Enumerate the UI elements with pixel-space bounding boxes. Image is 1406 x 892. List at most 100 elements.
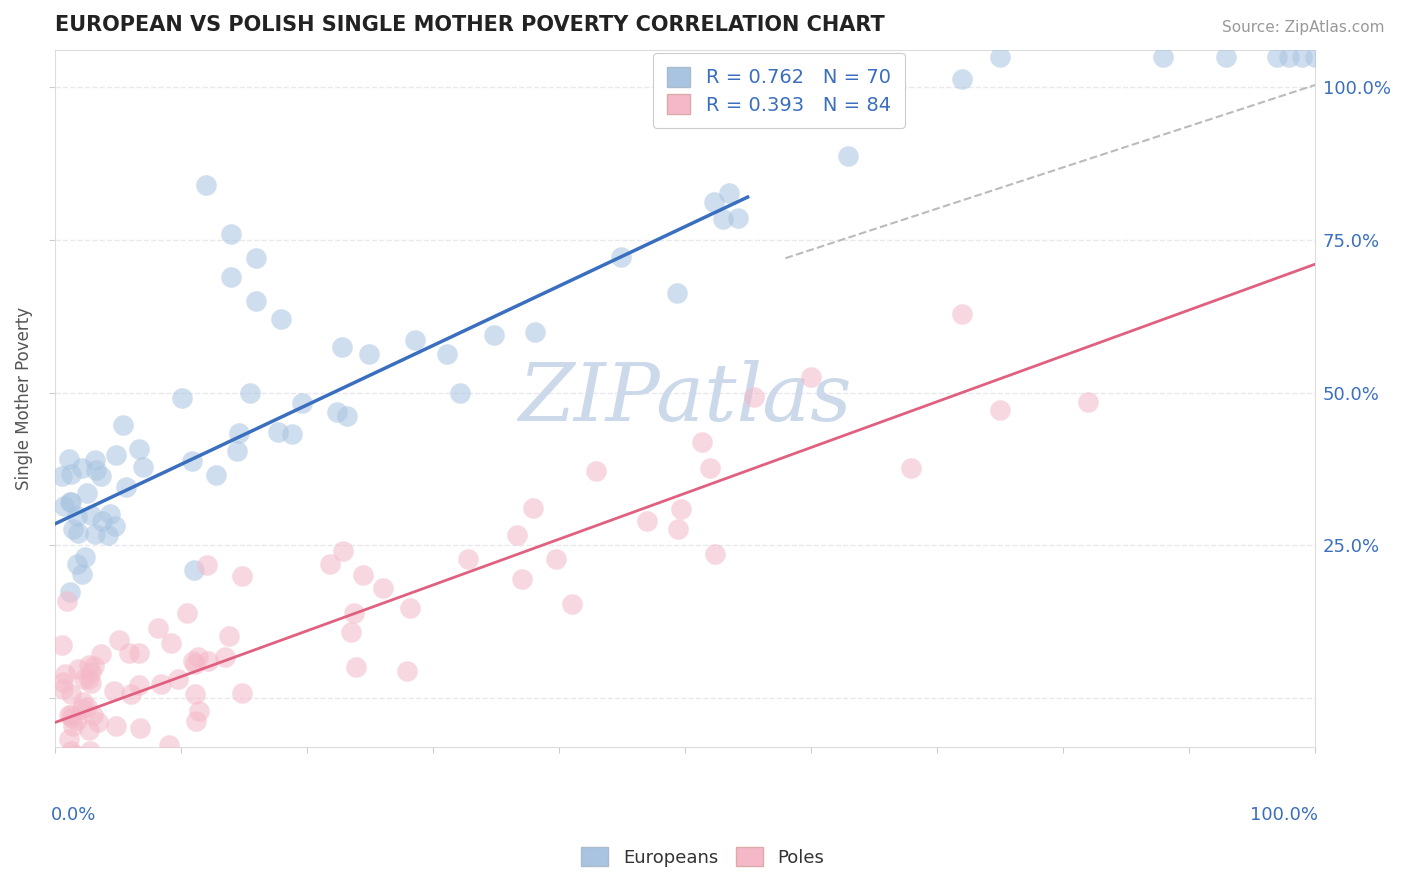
Point (128, 678, 150, 692)
Point (51, 469, 73, 483)
Point (187, 650, 209, 665)
Point (950, 307, 973, 321)
Point (97, 527, 120, 541)
Point (120, 687, 142, 701)
Point (77, 672, 100, 686)
Point (1152, 49, 1174, 63)
Text: 0.0%: 0.0% (51, 806, 96, 824)
Text: ZIPatlas: ZIPatlas (517, 360, 852, 437)
Text: EUROPEAN VS POLISH SINGLE MOTHER POVERTY CORRELATION CHART: EUROPEAN VS POLISH SINGLE MOTHER POVERTY… (55, 15, 884, 35)
Point (83, 659, 105, 673)
Point (506, 528, 529, 542)
Point (988, 403, 1011, 417)
Point (669, 502, 692, 516)
Point (291, 396, 314, 410)
Point (544, 552, 567, 566)
Point (184, 657, 207, 671)
Point (90, 647, 112, 661)
Point (77, 723, 100, 737)
Point (184, 687, 207, 701)
Point (66, 509, 89, 524)
Point (326, 405, 349, 419)
Point (1265, 49, 1288, 63)
Point (105, 719, 128, 733)
Point (197, 654, 219, 668)
Point (129, 721, 152, 735)
Point (183, 563, 205, 577)
Point (128, 646, 150, 660)
Point (352, 568, 374, 582)
Point (1278, 49, 1301, 63)
Point (900, 460, 922, 475)
Point (636, 514, 658, 528)
Point (60, 495, 83, 509)
Point (167, 673, 190, 687)
Point (319, 557, 342, 571)
Point (72, 701, 94, 715)
Point (98, 508, 121, 522)
Point (219, 269, 242, 284)
Point (56, 594, 79, 608)
Legend: R = 0.762   N = 70, R = 0.393   N = 84: R = 0.762 N = 70, R = 0.393 N = 84 (654, 54, 904, 128)
Point (83, 453, 105, 467)
Text: Source: ZipAtlas.com: Source: ZipAtlas.com (1222, 20, 1385, 35)
Point (195, 558, 218, 572)
Point (449, 386, 471, 401)
Point (149, 676, 172, 690)
Point (344, 660, 367, 674)
Point (84, 463, 107, 477)
Point (72, 695, 94, 709)
Point (79, 508, 101, 522)
Point (267, 425, 290, 440)
Point (711, 211, 734, 226)
Point (128, 442, 150, 456)
Point (218, 629, 240, 643)
Point (67, 526, 90, 541)
Point (214, 650, 236, 665)
Point (610, 250, 633, 264)
Point (66, 558, 89, 572)
Point (80, 665, 103, 679)
Point (59, 744, 82, 758)
Point (184, 714, 207, 728)
Point (148, 621, 170, 635)
Point (343, 606, 366, 620)
Point (988, 49, 1011, 63)
Point (395, 664, 418, 678)
Point (340, 625, 363, 640)
Point (245, 251, 267, 265)
Point (228, 425, 250, 440)
Point (665, 286, 688, 301)
Point (666, 522, 689, 536)
Point (1291, 49, 1313, 63)
Point (103, 684, 125, 698)
Point (231, 568, 253, 582)
Point (58, 452, 80, 467)
Y-axis label: Single Mother Poverty: Single Mother Poverty (15, 307, 32, 491)
Point (80, 675, 103, 690)
Point (742, 390, 765, 404)
Point (205, 468, 228, 483)
Point (703, 547, 725, 561)
Point (231, 685, 253, 699)
Point (86, 714, 108, 729)
Point (703, 194, 725, 209)
Point (114, 480, 136, 494)
Point (226, 443, 249, 458)
Point (58, 708, 80, 723)
Point (219, 227, 242, 241)
Point (950, 71, 973, 86)
Point (79, 657, 101, 672)
Point (245, 293, 267, 308)
Point (131, 460, 153, 475)
Point (194, 178, 217, 192)
Point (239, 385, 262, 400)
Point (59, 495, 82, 509)
Point (727, 211, 749, 226)
Point (157, 739, 180, 753)
Point (699, 461, 721, 475)
Point (82, 707, 104, 722)
Point (90, 469, 112, 483)
Point (58, 732, 80, 747)
Point (93, 757, 115, 772)
